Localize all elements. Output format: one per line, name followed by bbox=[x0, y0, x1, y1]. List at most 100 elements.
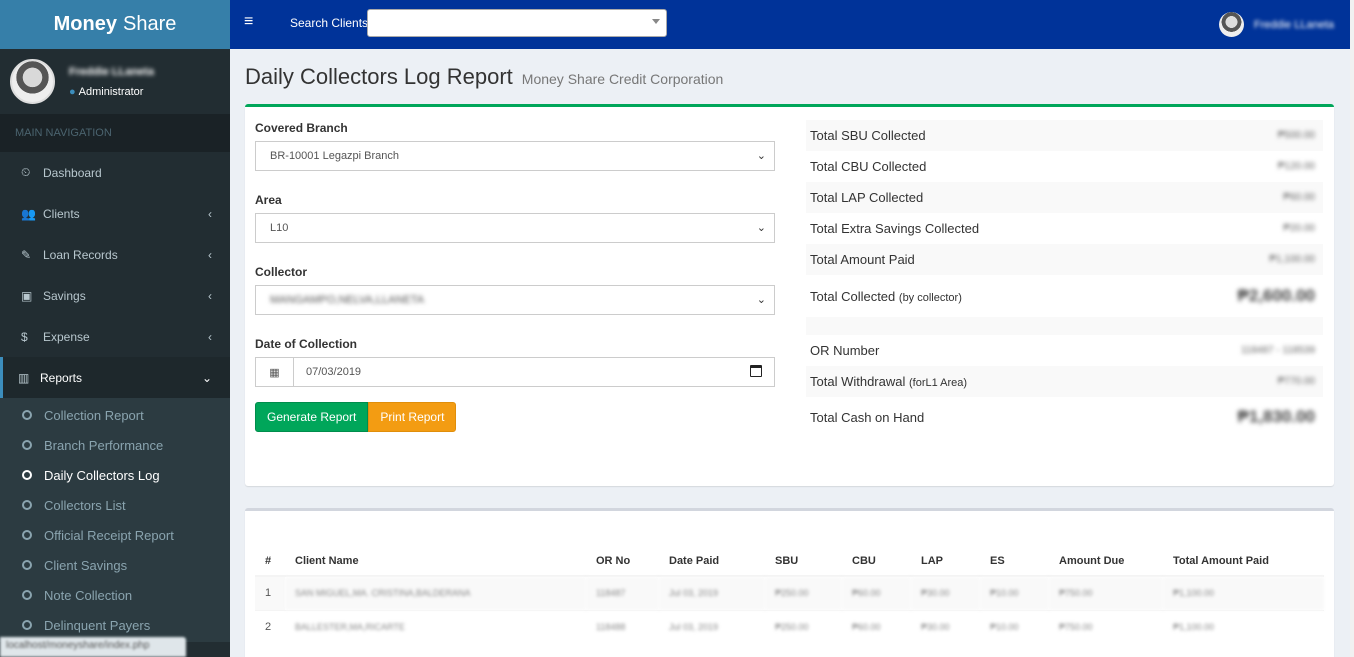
summary-value: 118487 - 118539 bbox=[1240, 345, 1315, 356]
summary-row-or-number: OR Number 118487 - 118539 bbox=[806, 335, 1323, 366]
print-report-button[interactable]: Print Report bbox=[368, 402, 457, 432]
area-select[interactable]: L10 ⌄ bbox=[255, 213, 775, 243]
collections-table-box: # Client Name OR No Date Paid SBU CBU LA… bbox=[245, 508, 1334, 657]
summary-spacer bbox=[806, 317, 1323, 335]
cell-lap: ₱30.00 bbox=[911, 609, 980, 644]
chevron-left-icon: ‹ bbox=[208, 329, 212, 344]
top-navbar: ≡ Search Clients: Freddie LLaneta bbox=[230, 0, 1354, 49]
summary-row-sbu: Total SBU Collected ₱500.00 bbox=[806, 120, 1323, 151]
table-row[interactable]: 1 SAN MIGUEL,MA. CRISTINA,BALDERANA 1184… bbox=[255, 575, 1324, 610]
hamburger-menu-icon[interactable]: ≡ bbox=[244, 13, 254, 30]
scrollbar[interactable] bbox=[1350, 0, 1354, 657]
sidebar-item-loan-records[interactable]: ✎ Loan Records ‹ bbox=[0, 234, 230, 275]
page-subtitle: Money Share Credit Corporation bbox=[521, 71, 724, 87]
submenu-delinquent-payers[interactable]: Delinquent Payers bbox=[0, 610, 230, 640]
sidebar-item-dashboard[interactable]: ⏲ Dashboard bbox=[0, 152, 230, 193]
cell-cbu: ₱60.00 bbox=[842, 609, 911, 644]
circle-icon bbox=[22, 500, 32, 510]
submenu-label: Collectors List bbox=[44, 497, 126, 513]
cell-es: ₱10.00 bbox=[980, 575, 1049, 610]
col-amount-due: Amount Due bbox=[1049, 546, 1163, 577]
branch-select-value: BR-10001 Legazpi Branch bbox=[270, 150, 400, 162]
logo-bold: Money bbox=[53, 13, 117, 35]
status-url: localhost/moneyshare/index.php bbox=[0, 637, 186, 657]
page-title: Daily Collectors Log Report bbox=[245, 64, 513, 89]
search-clients-select[interactable] bbox=[367, 9, 667, 37]
chevron-left-icon: ‹ bbox=[208, 206, 212, 221]
bar-chart-icon: ▥ bbox=[18, 370, 30, 385]
filter-form: Covered Branch BR-10001 Legazpi Branch ⌄… bbox=[255, 121, 775, 432]
summary-value: ₱1,100.00 bbox=[1269, 254, 1315, 265]
cell-es: ₱10.00 bbox=[980, 609, 1049, 644]
summary-row-total-collected: Total Collected (by collector) ₱2,600.00 bbox=[806, 275, 1323, 317]
submenu-collectors-list[interactable]: Collectors List bbox=[0, 490, 230, 520]
submenu-branch-performance[interactable]: Branch Performance bbox=[0, 430, 230, 460]
search-clients-label: Search Clients: bbox=[290, 16, 372, 30]
col-cbu: CBU bbox=[842, 546, 911, 577]
area-label: Area bbox=[255, 193, 282, 207]
top-user-menu[interactable]: Freddie LLaneta bbox=[1218, 12, 1334, 37]
circle-icon bbox=[22, 470, 32, 480]
cell-number: 1 bbox=[255, 575, 285, 610]
sidebar-item-clients[interactable]: 👥 Clients ‹ bbox=[0, 193, 230, 234]
chevron-left-icon: ‹ bbox=[208, 288, 212, 303]
chevron-down-icon: ⌄ bbox=[756, 222, 766, 234]
page-header: Daily Collectors Log Report Money Share … bbox=[230, 49, 1350, 105]
submenu-note-collection[interactable]: Note Collection bbox=[0, 580, 230, 610]
summary-value: ₱2,600.00 bbox=[1237, 286, 1315, 305]
cell-cbu: ₱60.00 bbox=[842, 575, 911, 610]
summary-value: ₱20.00 bbox=[1283, 223, 1315, 234]
submenu-label: Delinquent Payers bbox=[44, 617, 151, 633]
main-content: Daily Collectors Log Report Money Share … bbox=[230, 49, 1350, 657]
cell-date-paid: Jul 03, 2019 bbox=[659, 609, 765, 644]
submenu-daily-collectors-log[interactable]: Daily Collectors Log bbox=[0, 460, 230, 490]
col-client-name: Client Name bbox=[285, 546, 586, 577]
dollar-icon: $ bbox=[21, 329, 28, 344]
cell-sbu: ₱250.00 bbox=[765, 609, 842, 644]
submenu-label: Official Receipt Report bbox=[44, 527, 174, 543]
col-number: # bbox=[255, 546, 285, 577]
generate-report-button[interactable]: Generate Report bbox=[255, 402, 369, 432]
users-icon: 👥 bbox=[21, 206, 36, 221]
date-picker-icon[interactable] bbox=[750, 365, 762, 377]
date-of-collection-input[interactable]: ▦ 07/03/2019 bbox=[255, 357, 775, 387]
calendar-icon: ▦ bbox=[256, 358, 294, 386]
logo-rest: Share bbox=[122, 13, 177, 35]
table-row[interactable]: 2 BALLESTER,MA,RICARTE 118488 Jul 03, 20… bbox=[255, 609, 1324, 644]
col-date-paid: Date Paid bbox=[659, 546, 765, 577]
col-or-no: OR No bbox=[586, 546, 659, 577]
user-name: Freddie LLaneta bbox=[69, 65, 154, 78]
user-role-label: Administrator bbox=[78, 85, 144, 98]
table-header-row: # Client Name OR No Date Paid SBU CBU LA… bbox=[255, 546, 1324, 577]
submenu-collection-report[interactable]: Collection Report bbox=[0, 400, 230, 430]
cell-amount-due: ₱750.00 bbox=[1049, 575, 1163, 610]
submenu-label: Client Savings bbox=[44, 557, 128, 573]
summary-row-cash-on-hand: Total Cash on Hand ₱1,830.00 bbox=[806, 397, 1323, 437]
chevron-left-icon: ‹ bbox=[208, 247, 212, 262]
collector-select[interactable]: MANGAMPO,NELVA,LLANETA ⌄ bbox=[255, 285, 775, 315]
summary-row-lap: Total LAP Collected ₱60.00 bbox=[806, 182, 1323, 213]
branch-label: Covered Branch bbox=[255, 121, 348, 135]
summary-value: ₱770.00 bbox=[1277, 376, 1315, 387]
summary-label: Total Amount Paid bbox=[810, 252, 915, 267]
branch-select[interactable]: BR-10001 Legazpi Branch ⌄ bbox=[255, 141, 775, 171]
sidebar-item-label: Loan Records bbox=[43, 247, 118, 262]
circle-icon bbox=[22, 560, 32, 570]
col-es: ES bbox=[980, 546, 1049, 577]
sidebar-item-expense[interactable]: $ Expense ‹ bbox=[0, 316, 230, 357]
button-group: Generate Report Print Report bbox=[255, 402, 775, 432]
sidebar-item-reports[interactable]: ▥ Reports ⌄ bbox=[0, 357, 230, 398]
app-logo[interactable]: Money Share bbox=[0, 0, 230, 49]
summary-value: ₱500.00 bbox=[1277, 130, 1315, 141]
summary-label: Total Collected (by collector) bbox=[810, 288, 962, 304]
col-total-amount-paid: Total Amount Paid bbox=[1163, 546, 1324, 577]
circle-icon bbox=[22, 620, 32, 630]
avatar bbox=[10, 59, 55, 104]
cell-or-no: 118487 bbox=[586, 575, 659, 610]
sidebar-item-savings[interactable]: ▣ Savings ‹ bbox=[0, 275, 230, 316]
submenu-client-savings[interactable]: Client Savings bbox=[0, 550, 230, 580]
submenu-label: Branch Performance bbox=[44, 437, 164, 453]
col-lap: LAP bbox=[911, 546, 980, 577]
sidebar: Money Share Freddie LLaneta ● Administrat… bbox=[0, 0, 230, 657]
submenu-official-receipt-report[interactable]: Official Receipt Report bbox=[0, 520, 230, 550]
